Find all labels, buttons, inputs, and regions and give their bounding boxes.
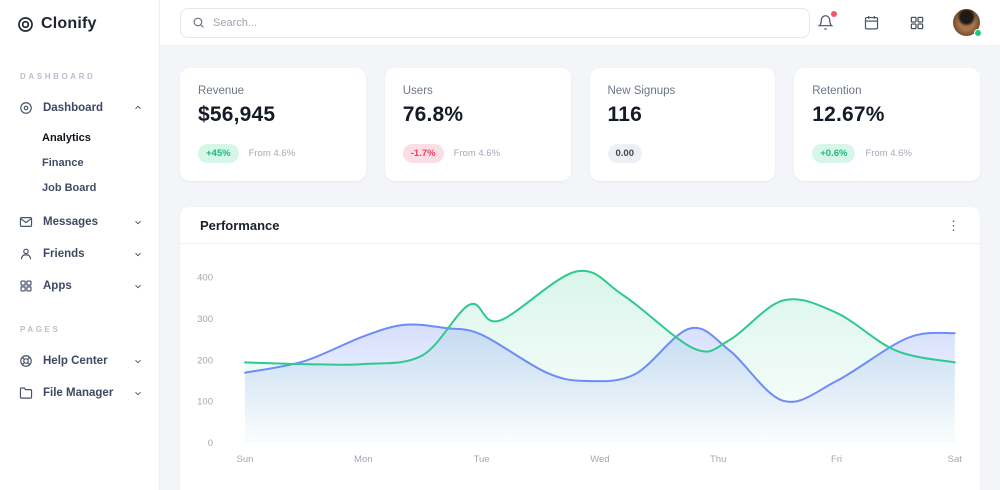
sidebar-subitem-finance[interactable]: Finance [42,156,84,169]
search-box[interactable] [180,7,810,38]
stat-cards-row: Revenue $56,945 +45% From 4.6% Users 76.… [180,68,980,181]
stat-value: 76.8% [402,103,464,126]
stat-card-retention: Retention 12.67% +0.6% From 4.6% [794,68,980,181]
folder-icon [19,386,33,400]
avatar[interactable] [953,9,982,37]
topbar [160,0,1000,46]
sidebar-item-label: Messages [43,216,98,228]
stat-note: From 4.6% [248,148,296,159]
stat-note: From 4.6% [865,148,912,159]
series-green-line [244,269,956,366]
performance-card: Performance ⋮ 0 100 200 300 400 Sun Mon Tue Wed T… [180,207,980,490]
search-input[interactable] [213,16,798,29]
chevron-down-icon [133,281,143,291]
performance-chart: 0 100 200 300 400 Sun Mon Tue Wed Thu Fri Sat [197,269,963,465]
x-axis-label: Sat [948,454,963,465]
sidebar-item-messages[interactable]: Messages [0,207,159,237]
section-label-pages: PAGES [20,325,61,334]
sidebar-item-apps[interactable]: Apps [0,271,159,301]
sidebar-item-label: Dashboard [43,102,104,114]
sidebar-item-label: Friends [43,248,85,260]
chevron-down-icon [133,388,143,398]
y-axis-label: 400 [197,273,213,284]
notification-dot [831,10,837,17]
sidebar-item-friends[interactable]: Friends [0,239,159,269]
y-axis-label: 300 [197,314,213,325]
y-axis-label: 0 [208,438,213,449]
sidebar-item-file-manager[interactable]: File Manager [0,378,159,408]
brand-logo[interactable]: Clonify [0,0,159,48]
stat-title: Users [402,85,433,97]
brand-name: Clonify [41,15,97,32]
performance-header: Performance ⋮ [180,207,980,244]
clonify-disc-icon [17,16,34,33]
x-axis-label: Wed [590,454,609,465]
x-axis-label: Tue [474,454,490,465]
x-axis-label: Fri [831,454,842,465]
status-badge: +0.6% [812,144,856,163]
stat-card-revenue: Revenue $56,945 +45% From 4.6% [180,68,366,181]
status-badge: -1.7% [402,144,444,163]
section-label-dashboard: DASHBOARD [20,72,96,81]
chart-title: Performance [200,217,280,233]
chevron-down-icon [133,356,143,366]
notifications-button[interactable] [815,10,837,33]
search-icon [192,16,205,29]
sidebar-item-help-center[interactable]: Help Center [0,346,159,376]
main-content: Revenue $56,945 +45% From 4.6% Users 76.… [160,46,1000,490]
kebab-menu-icon[interactable]: ⋮ [947,217,960,233]
stat-note: From 4.6% [453,148,501,159]
stat-title: New Signups [607,85,676,97]
bell-icon [816,14,834,31]
x-axis-label: Sun [237,454,254,465]
sidebar-item-label: Apps [43,280,72,292]
status-badge: +45% [198,144,239,163]
stat-value: $56,945 [198,103,276,126]
chevron-up-icon [133,103,143,113]
stat-card-users: Users 76.8% -1.7% From 4.6% [384,68,571,181]
sidebar-item-label: Help Center [43,355,108,367]
apps-icon [19,279,33,293]
series-blue-area [245,324,955,443]
chevron-down-icon [133,217,143,227]
sidebar-item-dashboard[interactable]: Dashboard [0,93,159,123]
stat-value: 116 [607,103,642,126]
y-axis-label: 200 [197,355,213,366]
series-blue-line [244,323,956,403]
messages-icon [19,215,33,229]
dashboard-disc-icon [19,101,33,115]
sidebar-subitem-job-board[interactable]: Job Board [42,181,97,194]
topbar-actions [815,9,982,37]
online-status-dot [974,29,982,37]
status-badge: 0.00 [607,144,642,163]
calendar-icon [863,14,880,31]
sidebar: Clonify DASHBOARD Dashboard Analytics Fi… [0,0,160,490]
sidebar-item-label: File Manager [43,387,114,399]
x-axis-label: Thu [710,454,726,465]
apps-grid-icon [909,15,925,31]
apps-grid-button[interactable] [907,13,927,33]
stat-title: Retention [812,85,862,97]
dashboard-sub-menu: Analytics Finance Job Board [0,125,159,200]
y-axis-label: 100 [197,397,213,408]
calendar-button[interactable] [861,13,881,33]
x-axis-label: Mon [354,454,372,465]
stat-value: 12.67% [812,103,885,126]
friends-icon [19,247,33,261]
help-lifebuoy-icon [19,354,33,368]
stat-card-new-signups: New Signups 116 0.00 [589,68,776,181]
stat-title: Revenue [198,85,245,97]
chart-area: 0 100 200 300 400 Sun Mon Tue Wed Thu Fri Sat [180,244,980,490]
chevron-down-icon [133,249,143,259]
sidebar-subitem-analytics[interactable]: Analytics [42,131,91,144]
